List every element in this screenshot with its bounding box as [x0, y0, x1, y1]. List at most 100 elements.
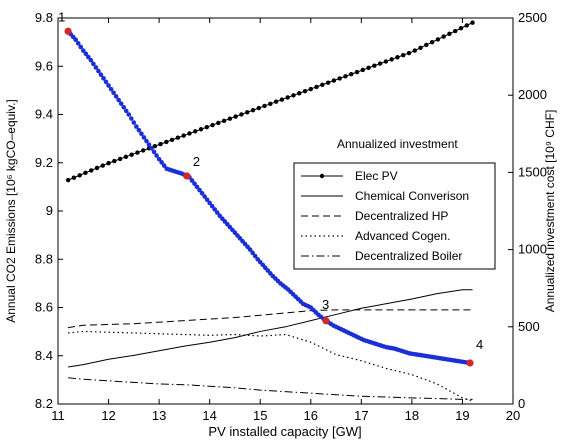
- elec-pv-marker: [302, 88, 308, 94]
- emission-point: [247, 247, 253, 252]
- elec-pv-marker: [418, 45, 423, 50]
- x-tick-label: 20: [506, 408, 520, 423]
- elec-pv-marker: [401, 52, 406, 58]
- elec-pv-marker: [325, 80, 331, 85]
- emission-point: [199, 191, 205, 196]
- emission-point: [136, 127, 142, 133]
- elec-pv-marker: [250, 107, 256, 113]
- emission-point: [113, 94, 119, 99]
- legend-label: Decentralized HP: [355, 209, 448, 223]
- x-axis: 11 12 13 14 15 16 17 18 19 20: [51, 18, 520, 423]
- elec-pv-marker: [164, 139, 169, 145]
- elec-pv-marker: [123, 154, 129, 159]
- elec-pv-marker: [337, 76, 342, 81]
- emission-point: [101, 76, 106, 81]
- legend-label: Advanced Cogen.: [355, 229, 450, 243]
- elec-pv-marker: [372, 63, 377, 68]
- elec-pv-marker: [273, 99, 279, 104]
- emission-point: [252, 253, 258, 259]
- emission-point: [209, 203, 215, 209]
- right-y-tick-label: 1000: [518, 242, 547, 257]
- legend-items: Elec PV Chemical Converison Decentralized …: [301, 169, 469, 263]
- emission-point: [192, 181, 197, 186]
- elec-pv-marker: [424, 42, 429, 48]
- emission-point: [91, 61, 96, 67]
- elec-pv-marker: [268, 101, 273, 107]
- elec-pv-marker: [297, 91, 302, 96]
- emission-point: [144, 138, 149, 144]
- highlight-point: [64, 27, 72, 35]
- emission-point: [98, 72, 104, 77]
- left-y-tick-label: 8.8: [35, 251, 53, 266]
- emission-point: [80, 48, 86, 53]
- elec-pv-marker: [77, 173, 82, 178]
- elec-pv-marker: [320, 82, 325, 87]
- right-y-tick-label: 0: [518, 396, 525, 411]
- x-axis-label: PV installed capacity [GW]: [208, 424, 361, 439]
- right-y-tick-label: 2000: [518, 87, 547, 102]
- emission-point: [126, 112, 132, 117]
- emission-point: [141, 135, 147, 140]
- elec-pv-marker: [106, 160, 111, 166]
- elec-pv-marker: [412, 48, 417, 53]
- elec-pv-marker: [447, 31, 452, 37]
- highlight-label: 1: [58, 9, 65, 24]
- x-tick-label: 17: [354, 408, 368, 423]
- elec-pv-marker: [262, 103, 267, 109]
- elec-pv-marker: [233, 114, 238, 119]
- legend-label: Decentralized Boiler: [355, 249, 462, 263]
- elec-pv-marker: [470, 20, 475, 25]
- x-tick-label: 13: [152, 408, 166, 423]
- elec-pv-marker: [458, 26, 464, 31]
- elec-pv-marker: [94, 165, 100, 171]
- elec-pv-marker: [117, 156, 123, 162]
- highlight-label: 4: [476, 337, 483, 352]
- emission-point: [159, 160, 164, 165]
- emission-point: [121, 104, 127, 110]
- elec-pv-marker: [204, 124, 209, 130]
- elec-pv-marker: [435, 37, 441, 42]
- emission-point: [189, 178, 195, 183]
- right-y-tick-label: 1500: [518, 164, 547, 179]
- highlight-label: 3: [322, 297, 329, 312]
- elec-pv-marker: [129, 152, 134, 157]
- x-tick-label: 18: [405, 408, 419, 423]
- elec-pv-marker: [389, 57, 394, 62]
- elec-pv-marker: [377, 61, 383, 66]
- elec-pv-marker: [71, 175, 77, 180]
- emission-point: [93, 65, 99, 70]
- elec-pv-marker: [198, 127, 204, 132]
- legend-marker: [319, 173, 325, 179]
- elec-pv-marker: [181, 133, 186, 138]
- elec-pv-marker: [100, 163, 105, 168]
- emission-point: [156, 156, 162, 162]
- legend-title: Annualized investment: [337, 137, 458, 151]
- right-y-axis-label: Annualized investment cost [10⁹ CHF]: [543, 110, 557, 313]
- investment-series: [65, 20, 475, 402]
- emission-point: [151, 149, 157, 155]
- emission-point: [154, 153, 159, 158]
- x-tick-label: 16: [304, 408, 318, 423]
- left-y-tick-label: 9: [46, 203, 53, 218]
- elec-pv-marker: [65, 177, 71, 183]
- series-line-chemical-converison: [68, 289, 473, 368]
- elec-pv-marker: [360, 67, 365, 73]
- x-tick-label: 12: [101, 408, 115, 423]
- emission-point: [197, 187, 202, 193]
- legend-label: Elec PV: [355, 169, 398, 183]
- elec-pv-marker: [227, 116, 233, 121]
- elec-pv-marker: [429, 39, 435, 45]
- left-y-tick-label: 8.4: [35, 348, 53, 363]
- elec-pv-marker: [354, 69, 360, 75]
- elec-pv-marker: [158, 141, 163, 147]
- legend: Annualized investment Elec PV Chemical Co…: [293, 137, 496, 270]
- left-y-tick-label: 9.6: [35, 58, 53, 73]
- elec-pv-marker: [256, 105, 261, 111]
- x-tick-label: 15: [253, 408, 267, 423]
- emission-point: [134, 124, 139, 129]
- emission-point: [149, 145, 154, 151]
- highlight-points: 1 2 3 4: [58, 9, 483, 367]
- x-tick-label: 14: [202, 408, 216, 423]
- right-y-tick-label: 2500: [518, 10, 547, 25]
